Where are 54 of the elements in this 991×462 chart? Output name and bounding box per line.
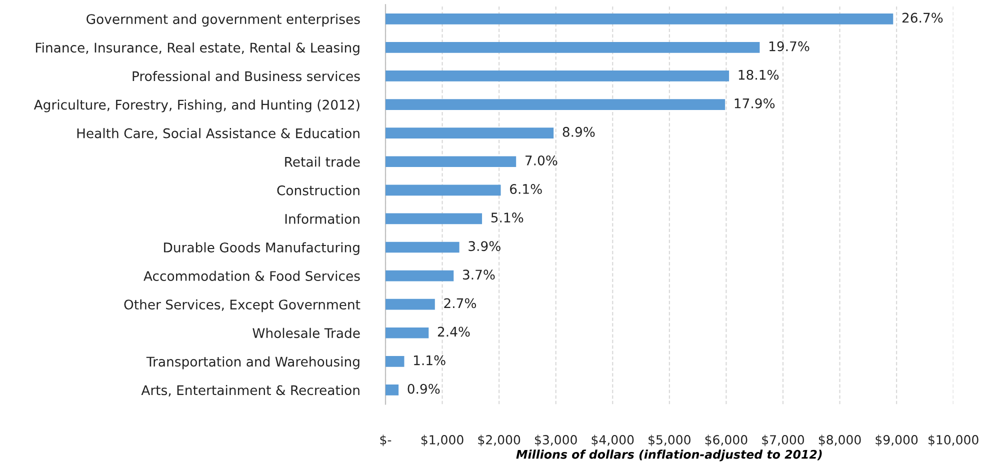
x-axis-title: Millions of dollars (inflation-adjusted to 2012): [516, 450, 822, 462]
x-tick-label: $9,000: [876, 434, 918, 446]
annotation: 1.1%: [414, 355, 446, 366]
bar: [386, 70, 730, 82]
annotation: 18.1%: [738, 70, 779, 80]
bar: [386, 298, 435, 310]
y-tick-label: Wholesale Trade: [252, 328, 360, 338]
bar: [386, 242, 460, 253]
bar: [386, 356, 404, 367]
annotation: 3.7%: [462, 270, 495, 280]
x-tick-label: $1,000: [421, 434, 464, 446]
annotation: 6.1%: [510, 184, 542, 194]
bar: [386, 270, 454, 282]
annotation: 2.4%: [438, 326, 470, 337]
bar: [386, 184, 501, 196]
y-tick-label: Transportation and Warehousing: [146, 356, 360, 370]
annotation: 0.9%: [408, 384, 440, 394]
x-tick-label: $5,000: [648, 434, 690, 446]
y-tick-label: Durable Goods Manufacturing: [164, 242, 360, 256]
y-tick-label: Professional and Business services: [132, 70, 360, 82]
bar: [386, 213, 482, 224]
y-tick-label: Accommodation & Food Services: [144, 270, 360, 281]
annotation: 3.9%: [468, 241, 500, 252]
annotation: 17.9%: [734, 98, 775, 108]
bar: [386, 13, 894, 24]
annotation: 8.9%: [562, 126, 595, 137]
x-tick-label: $7,000: [762, 434, 804, 446]
x-tick-label: $10,000: [928, 434, 978, 446]
y-tick-label: Other Services, Except Government: [124, 299, 360, 312]
y-tick-label: Agriculture, Forestry, Fishing, and Hunting (2012): [34, 100, 360, 112]
annotation: 2.7%: [444, 298, 476, 308]
x-tick-label: $4,000: [592, 434, 634, 446]
bar: [386, 327, 429, 338]
bar: [386, 156, 516, 168]
x-tick-label: $6,000: [705, 434, 748, 446]
annotation: 26.7%: [902, 12, 943, 23]
y-tick-label: Finance, Insurance, Real estate, Rental & Leasing: [36, 42, 360, 56]
x-tick-label: $2,000: [478, 434, 520, 446]
y-tick-label: Retail trade: [285, 156, 360, 167]
bar: [386, 128, 554, 138]
y-tick-label: Health Care, Social Assistance & Education: [77, 128, 360, 140]
bar: [386, 384, 399, 396]
y-tick-label: Arts, Entertainment & Recreation: [141, 384, 360, 397]
y-tick-label: Construction: [277, 185, 360, 196]
annotation: 19.7%: [769, 41, 810, 52]
x-tick-label: $-: [380, 434, 392, 446]
x-tick-label: $3,000: [535, 434, 577, 446]
annotation: 5.1%: [491, 212, 524, 223]
bar: [386, 99, 726, 110]
y-tick-label: Government and government enterprises: [86, 14, 360, 27]
annotation: 7.0%: [526, 155, 558, 166]
bar: [386, 42, 760, 53]
x-tick-label: $8,000: [818, 434, 861, 446]
y-tick-label: Information: [285, 214, 360, 224]
